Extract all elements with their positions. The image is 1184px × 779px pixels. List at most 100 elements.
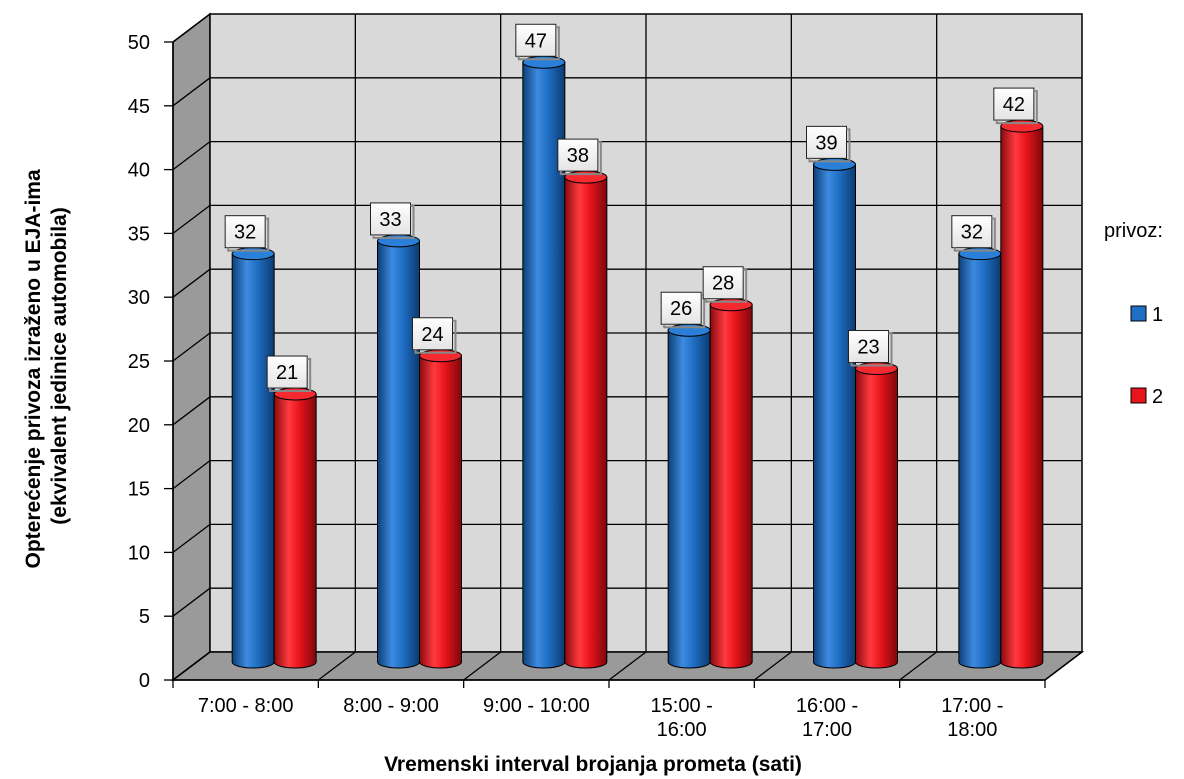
bar [564, 170, 608, 669]
y-tick-label: 15 [128, 479, 150, 501]
gridline-side [172, 141, 211, 171]
bar [667, 323, 711, 669]
x-tick-label: 15:00 -16:00 [651, 695, 713, 741]
data-label-text: 21 [276, 362, 298, 384]
data-label-box [557, 138, 599, 172]
y-tick-label: 0 [139, 670, 150, 692]
y-tick-label: 25 [128, 351, 150, 373]
data-label: 21 [266, 355, 312, 393]
data-label-shadow [372, 204, 415, 239]
y-axis: 0 5 10 15 20 25 30 35 40 45 50 [128, 32, 174, 692]
data-label-box [806, 125, 847, 159]
data-label-text: 23 [857, 337, 879, 359]
gridline-side [172, 77, 211, 107]
x-tick-label: 7:00 - 8:00 [198, 695, 294, 717]
data-label-box [702, 266, 744, 300]
data-label: 24 [412, 317, 457, 354]
legend-swatch [1130, 305, 1147, 322]
data-label-box [412, 317, 453, 351]
gridline-side [172, 587, 211, 617]
gridline-side [172, 13, 211, 43]
data-label-text: 39 [815, 132, 837, 154]
y-tick-label: 30 [128, 287, 150, 309]
bar-body [1000, 125, 1044, 669]
data-label-text: 26 [670, 298, 692, 320]
gridline-side [172, 332, 211, 362]
bar [231, 247, 275, 669]
data-label: 28 [702, 266, 748, 303]
data-label-text: 47 [525, 30, 547, 52]
data-label-shadow [559, 141, 602, 176]
y-axis-title: Opterećenje privoza izraženo u EJA-ima (… [22, 164, 71, 569]
x-axis: 7:00 - 8:00 8:00 - 9:00 9:00 - 10:00 15:00 … [172, 679, 1046, 741]
data-label-text: 28 [712, 273, 734, 295]
x-tick-label-line: 18:00 [947, 719, 997, 741]
bar [419, 349, 462, 669]
bar-body [419, 355, 462, 669]
x-tick-label-line: 7:00 - 8:00 [198, 695, 294, 717]
bar-body [855, 368, 898, 669]
data-label-box [370, 202, 411, 236]
data-label-box [224, 215, 266, 249]
data-label-box [266, 355, 308, 389]
bar [377, 234, 420, 669]
data-label: 32 [224, 215, 270, 252]
x-tick-label-line: 15:00 - [651, 695, 713, 717]
y-tick-label: 5 [139, 606, 150, 628]
data-labels: 32 33 47 26 39 32 21 24 38 28 23 42 [224, 23, 1038, 393]
data-label-shadow [953, 217, 996, 252]
gridlines [172, 13, 1083, 681]
data-label: 33 [370, 202, 415, 239]
y-tick-label: 10 [128, 542, 150, 564]
gridline-floor [463, 651, 502, 681]
data-label-box [515, 23, 557, 57]
data-label: 47 [515, 23, 560, 61]
gridline-floor [1044, 651, 1083, 681]
gridline-floor [899, 651, 938, 681]
x-axis-title: Vremenski interval brojanja prometa (sat… [384, 753, 802, 776]
legend-swatch [1130, 387, 1147, 404]
data-label-text: 32 [961, 222, 983, 244]
data-label: 39 [806, 125, 851, 163]
data-label-box [951, 215, 993, 249]
bar [273, 387, 317, 669]
data-label-box [993, 87, 1035, 121]
gridline-side [172, 460, 211, 490]
bar-body [958, 253, 1002, 669]
gridline-floor [753, 651, 792, 681]
data-label-text: 32 [234, 222, 256, 244]
gridline-floor [317, 651, 356, 681]
gridline-side [172, 396, 211, 426]
data-label-shadow [414, 319, 457, 354]
bar-body [813, 163, 856, 669]
data-label: 38 [557, 138, 602, 176]
bar [522, 55, 566, 669]
legend-label: 2 [1152, 386, 1163, 408]
bar [709, 298, 753, 669]
gridline-side [172, 268, 211, 298]
x-tick-label: 8:00 - 9:00 [343, 695, 439, 717]
y-tick-label: 50 [128, 32, 150, 54]
bar-body [667, 329, 711, 669]
data-label-box [848, 330, 889, 364]
legend-label: 1 [1152, 304, 1163, 326]
data-label-shadow [269, 358, 312, 393]
x-tick-label-line: 17:00 - [941, 695, 1003, 717]
bars [231, 55, 1044, 669]
bar [958, 247, 1002, 669]
y-tick-label: 35 [128, 223, 150, 245]
data-label-text: 24 [421, 324, 443, 346]
gridline-side [172, 523, 211, 553]
bar-body [377, 240, 420, 669]
data-label: 32 [951, 215, 996, 252]
data-label-shadow [995, 90, 1038, 125]
data-label: 23 [848, 330, 893, 367]
data-label-text: 33 [379, 209, 401, 231]
data-label-text: 42 [1003, 94, 1025, 116]
x-tick-label-line: 9:00 - 10:00 [483, 695, 590, 717]
x-tick-label-line: 8:00 - 9:00 [343, 695, 439, 717]
data-label-shadow [705, 268, 748, 303]
x-tick-label: 16:00 -17:00 [796, 695, 858, 741]
data-label: 42 [993, 87, 1038, 125]
x-tick-label-line: 16:00 - [796, 695, 858, 717]
